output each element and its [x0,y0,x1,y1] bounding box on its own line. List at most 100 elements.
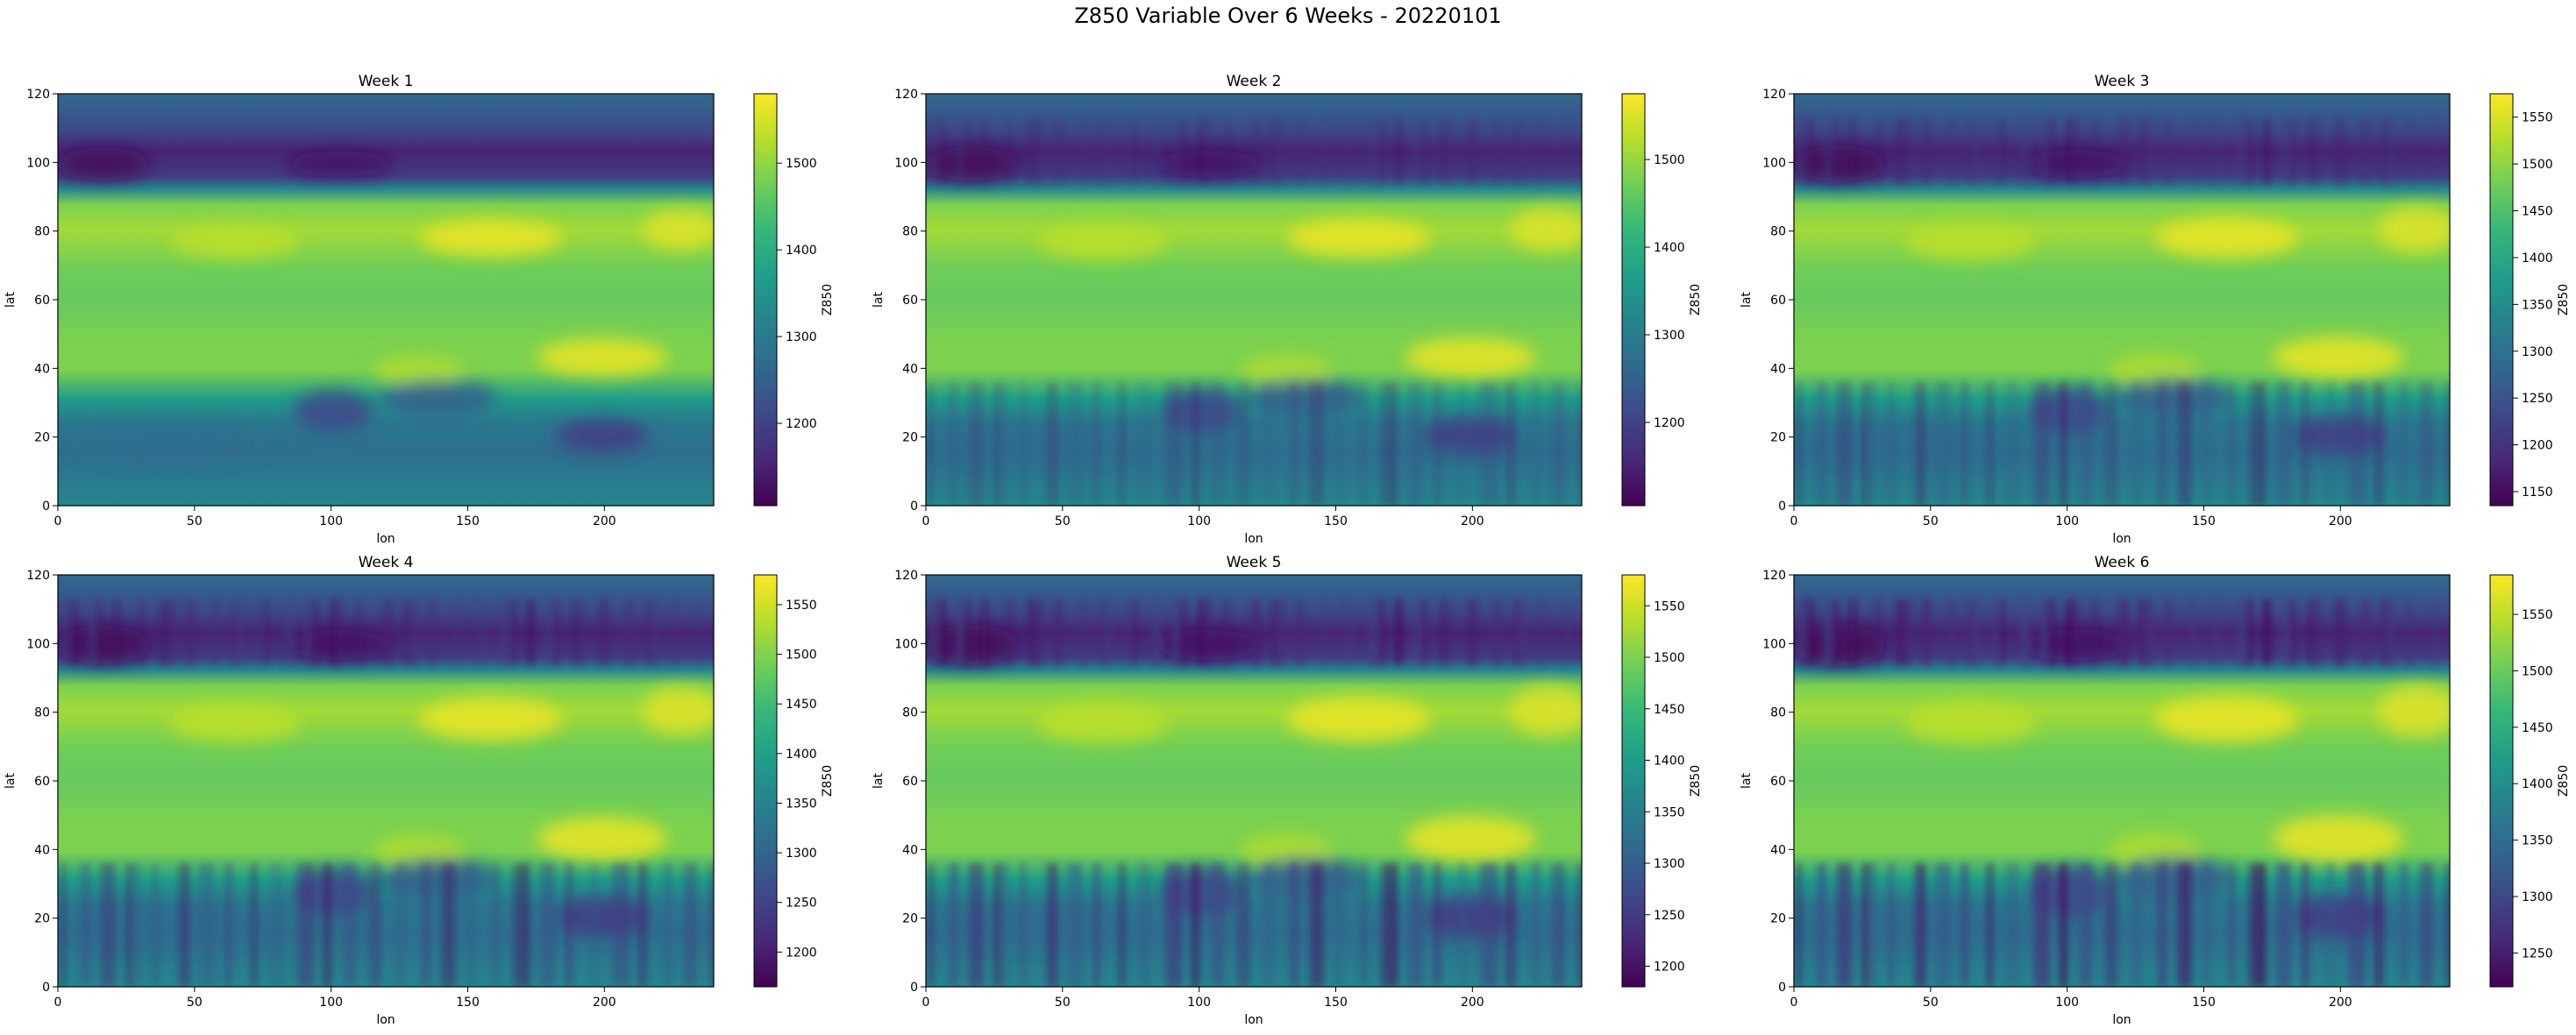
y-tick-label: 100 [894,637,918,651]
colorbar: 1200 1300 1400 1500 Z850 [1621,93,1703,507]
x-tick-label: 150 [456,996,480,1010]
x-tick-label: 50 [1923,514,1939,528]
colorbar-tick-label: 1150 [2522,486,2553,500]
y-tick-label: 40 [34,362,50,376]
y-tick-label: 0 [1778,500,1786,514]
subplot-week-6: Week 6 0 50 100 150 200 0 20 40 60 80 100 120 lon lat 1… [1740,554,2571,1027]
y-tick-label: 0 [1778,981,1786,995]
x-tick-label: 50 [187,514,203,528]
subplot-title: Week 6 [2095,554,2150,571]
colorbar-tick-label: 1500 [2522,664,2553,678]
y-tick-label: 80 [902,706,918,720]
colorbar-tick-label: 1500 [786,157,817,171]
y-tick-label: 20 [1770,912,1786,926]
y-tick-label: 100 [1762,156,1786,170]
colorbar-tick-label: 1400 [1654,241,1685,255]
colorbar-tick-label: 1250 [2522,946,2553,961]
y-axis-label: lat [872,773,886,789]
colorbar-tick-label: 1300 [1654,857,1685,871]
colorbar-scale [1621,574,1646,988]
colorbar-tick-label: 1350 [1654,805,1685,819]
colorbar-label: Z850 [2557,284,2571,315]
y-tick-label: 40 [1770,843,1786,857]
y-tick-label: 80 [34,706,50,720]
y-tick-label: 120 [1762,88,1786,102]
y-tick-label: 40 [1770,362,1786,376]
colorbar-tick-label: 1400 [1654,755,1685,769]
colorbar-tick-label: 1200 [786,946,817,960]
y-axis-label: lat [1740,292,1754,308]
y-tick-label: 20 [34,912,50,926]
x-tick-label: 100 [2055,996,2079,1010]
y-tick-label: 20 [34,431,50,445]
colorbar-tick-label: 1450 [2522,721,2553,735]
colorbar-label: Z850 [1689,284,1703,315]
y-tick-label: 40 [34,843,50,857]
x-tick-label: 50 [187,996,203,1010]
colorbar: 1150 1200 1250 1300 1350 1400 1450 1500 1550 Z850 [2489,93,2571,507]
heatmap-field [58,575,714,987]
colorbar-tick-label: 1450 [1654,703,1685,717]
x-tick-label: 150 [1324,514,1348,528]
colorbar-tick-label: 1250 [1654,909,1685,923]
colorbar: 1200 1250 1300 1350 1400 1450 1500 1550 Z850 [1621,574,1703,988]
y-tick-label: 120 [26,569,50,583]
y-tick-label: 60 [1770,775,1786,789]
colorbar-tick-label: 1200 [2522,439,2553,453]
x-tick-label: 200 [593,996,616,1010]
x-tick-label: 100 [2055,514,2079,528]
x-tick-label: 150 [456,514,480,528]
colorbar-tick-label: 1550 [786,599,817,613]
y-tick-label: 80 [34,225,50,239]
y-tick-label: 80 [1770,706,1786,720]
y-tick-label: 100 [894,156,918,170]
x-tick-label: 200 [2329,996,2352,1010]
y-tick-label: 120 [894,569,918,583]
y-tick-label: 40 [902,362,918,376]
colorbar-tick-label: 1350 [786,797,817,811]
x-axis-label: lon [2112,1013,2131,1027]
heatmap-field [926,575,1582,987]
colorbar-tick-label: 1400 [2522,252,2553,266]
colorbar-tick-label: 1300 [1654,329,1685,343]
y-tick-label: 0 [42,500,50,514]
y-tick-label: 120 [894,88,918,102]
colorbar-scale [2489,93,2514,507]
colorbar-tick-label: 1300 [2522,345,2553,359]
x-axis-label: lon [2112,532,2131,546]
subplot-title: Week 4 [359,554,414,571]
x-tick-label: 0 [54,996,62,1010]
y-tick-label: 0 [910,981,918,995]
x-tick-label: 150 [2192,514,2216,528]
x-tick-label: 0 [1790,996,1798,1010]
y-tick-label: 100 [1762,637,1786,651]
figure-title: Z850 Variable Over 6 Weeks - 20220101 [1074,4,1502,28]
y-tick-label: 100 [26,156,50,170]
subplot-week-1: Week 1 0 50 100 150 200 0 20 40 60 80 100 120 lon lat 1… [4,73,835,546]
y-tick-label: 20 [902,431,918,445]
heatmap-field [1794,575,2450,987]
y-tick-label: 60 [1770,294,1786,308]
colorbar-tick-label: 1300 [786,847,817,861]
y-axis-label: lat [4,292,18,308]
y-tick-label: 0 [910,500,918,514]
colorbar-tick-label: 1500 [2522,158,2553,172]
x-tick-label: 100 [319,514,343,528]
subplot-title: Week 2 [1227,73,1282,90]
colorbar-scale [753,93,778,507]
colorbar: 1200 1300 1400 1500 Z850 [753,93,835,507]
x-tick-label: 200 [593,514,616,528]
y-axis-label: lat [872,292,886,308]
x-tick-label: 150 [1324,996,1348,1010]
colorbar-label: Z850 [1689,765,1703,797]
x-tick-label: 0 [54,514,62,528]
y-tick-label: 20 [1770,431,1786,445]
colorbar-tick-label: 1550 [2522,608,2553,622]
x-tick-label: 100 [319,996,343,1010]
colorbar-scale [1621,93,1646,507]
colorbar-tick-label: 1400 [2522,777,2553,791]
y-tick-label: 60 [902,294,918,308]
y-axis-label: lat [1740,773,1754,789]
